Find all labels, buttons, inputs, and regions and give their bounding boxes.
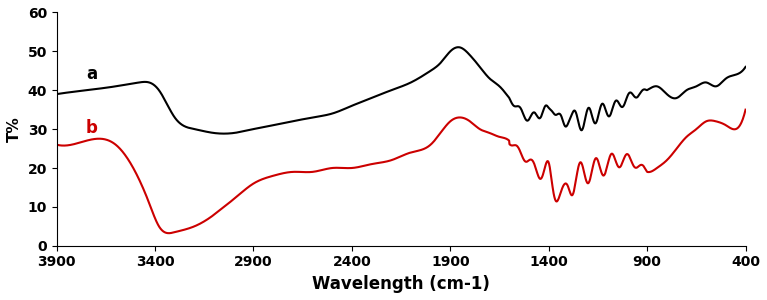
Y-axis label: T%: T% [7,116,22,142]
X-axis label: Wavelength (cm-1): Wavelength (cm-1) [312,275,490,293]
Text: a: a [86,64,97,82]
Text: b: b [86,119,98,137]
